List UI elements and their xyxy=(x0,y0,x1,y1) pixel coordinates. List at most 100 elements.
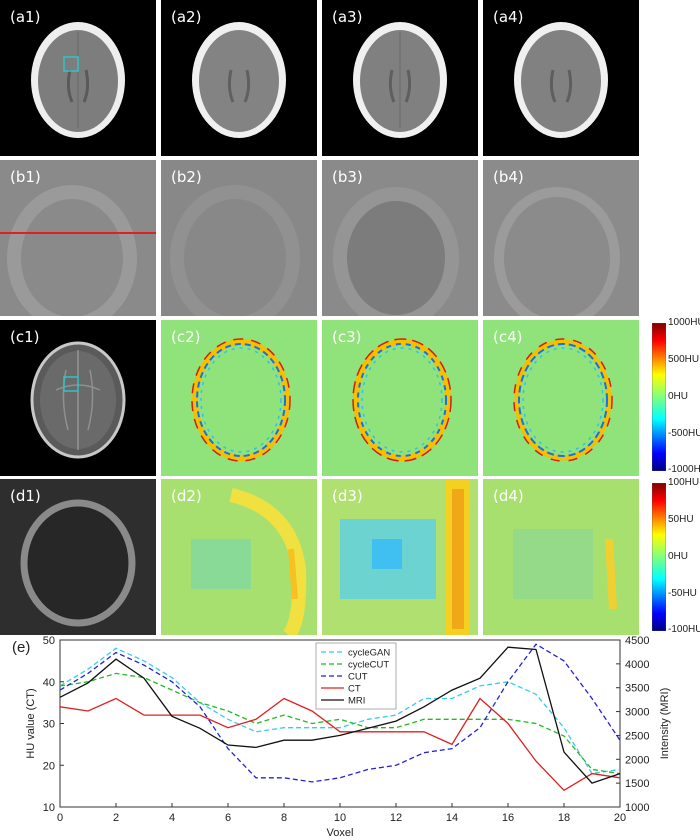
colorbar-tick: -1000HU xyxy=(668,464,700,475)
y2-axis-label: Intensity (MRI) xyxy=(659,688,671,760)
panel-a2: (a2) xyxy=(161,0,317,156)
y-axis-label: HU value (CT) xyxy=(25,688,37,758)
panel-label: (d4) xyxy=(493,487,524,505)
y2-tick-label: 2000 xyxy=(625,754,649,766)
panel-a3: (a3) xyxy=(322,0,478,156)
panel-c2: (c2) xyxy=(161,320,317,476)
x-axis-label: Voxel xyxy=(327,827,354,839)
difference-map-image xyxy=(513,338,613,462)
panel-label: (b3) xyxy=(332,168,363,186)
panel-label: (c2) xyxy=(171,328,201,346)
panel-label: (c4) xyxy=(493,328,523,346)
panel-label: (c3) xyxy=(332,328,362,346)
panel-d1: (d1) xyxy=(0,479,156,635)
y2-tick-label: 4500 xyxy=(625,635,649,647)
ct-slice-image xyxy=(514,22,608,138)
x-tick-label: 16 xyxy=(502,812,514,824)
colorbar-tick: 0HU xyxy=(668,391,689,402)
x-tick-label: 10 xyxy=(334,812,346,824)
y2-tick-label: 4000 xyxy=(625,659,649,671)
panel-label: (a3) xyxy=(332,8,363,26)
panel-d3: (d3) xyxy=(322,479,478,635)
difference-map-zoom-image xyxy=(513,529,617,610)
y-tick-label: 20 xyxy=(43,760,55,772)
roi-zoom-image xyxy=(494,187,620,316)
panel-a4: (a4) xyxy=(483,0,639,156)
ct-slice-image xyxy=(192,22,286,138)
legend-label: CT xyxy=(348,684,361,695)
x-tick-label: 6 xyxy=(225,812,231,824)
ct-slice-image xyxy=(353,22,447,138)
series-line-cut xyxy=(59,643,621,783)
colorbar-tick: 1000HU xyxy=(668,317,700,328)
panel-b3: (b3) xyxy=(322,160,478,316)
mri-slice-image xyxy=(30,341,126,459)
panel-d4: (d4) xyxy=(483,479,639,635)
panel-c1: (c1) xyxy=(0,320,156,476)
panel-c3: (c3) xyxy=(322,320,478,476)
panel-label: (a2) xyxy=(171,8,202,26)
roi-zoom-image xyxy=(333,187,459,316)
panel-label: (d2) xyxy=(171,487,202,505)
series-line-cyclegan xyxy=(59,647,621,775)
colorbar-tick: 100HU xyxy=(668,477,700,488)
legend-label: cycleCUT xyxy=(348,660,389,671)
difference-map-zoom-image xyxy=(191,488,307,635)
x-tick-label: 20 xyxy=(614,812,626,824)
colorbar-tick: -500HU xyxy=(668,428,700,439)
panel-b2: (b2) xyxy=(161,160,317,316)
panel-a1: (a1) xyxy=(0,0,156,156)
roi-zoom-image xyxy=(0,185,156,316)
panel-label: (d3) xyxy=(332,487,363,505)
colorbar-tick: 0HU xyxy=(668,551,689,562)
mri-zoom-image xyxy=(20,499,136,627)
x-tick-label: 14 xyxy=(446,812,458,824)
panel-label: (b2) xyxy=(171,168,202,186)
difference-map-zoom-image xyxy=(340,479,470,635)
difference-map-image xyxy=(352,338,452,462)
y2-tick-label: 3500 xyxy=(625,683,649,695)
panel-label: (b4) xyxy=(493,168,524,186)
colorbar-tick: 50HU xyxy=(668,514,694,525)
panel-b1: (b1) xyxy=(0,160,156,316)
roi-box xyxy=(63,56,79,72)
series-line-cyclecut xyxy=(59,672,621,775)
panel-label: (a4) xyxy=(493,8,524,26)
series-line-mri xyxy=(59,646,621,784)
difference-map-image xyxy=(191,338,291,462)
x-tick-label: 12 xyxy=(390,812,402,824)
panel-label: (a1) xyxy=(10,8,41,26)
panel-label: (e) xyxy=(12,639,30,656)
panel-d2: (d2) xyxy=(161,479,317,635)
y-tick-label: 30 xyxy=(43,719,55,731)
colorbar-tick: 500HU xyxy=(668,354,700,365)
colorbar-tick: -50HU xyxy=(668,588,697,599)
x-tick-label: 0 xyxy=(57,812,63,824)
series-line-ct xyxy=(59,697,621,792)
y2-tick-label: 1500 xyxy=(625,778,649,790)
roi-box xyxy=(63,376,79,392)
colorbar-d xyxy=(652,483,666,631)
legend-label: CUT xyxy=(348,672,368,683)
x-tick-label: 18 xyxy=(558,812,570,824)
y-tick-label: 50 xyxy=(43,635,55,647)
y2-tick-label: 2500 xyxy=(625,730,649,742)
panel-label: (d1) xyxy=(10,487,41,505)
y2-tick-label: 1000 xyxy=(625,802,649,814)
roi-zoom-image xyxy=(170,185,300,316)
profile-line-chart: (e) 0 2 4 6 8 10 12 14 16 18 20 10 20 30 40 50 1000 1500 20… xyxy=(12,635,671,839)
legend-label: cycleGAN xyxy=(348,648,390,659)
y-tick-label: 40 xyxy=(43,677,55,689)
panel-b4: (b4) xyxy=(483,160,639,316)
colorbar-tick: -100HU xyxy=(668,624,700,635)
legend-label: MRI xyxy=(348,696,365,707)
x-tick-label: 2 xyxy=(113,812,119,824)
colorbar-c xyxy=(652,323,666,471)
y2-tick-label: 3000 xyxy=(625,707,649,719)
x-tick-label: 4 xyxy=(169,812,175,824)
ct-slice-image xyxy=(31,22,125,138)
panel-label: (c1) xyxy=(10,328,40,346)
panel-label: (b1) xyxy=(10,168,41,186)
y-tick-label: 10 xyxy=(43,802,55,814)
panel-c4: (c4) xyxy=(483,320,639,476)
